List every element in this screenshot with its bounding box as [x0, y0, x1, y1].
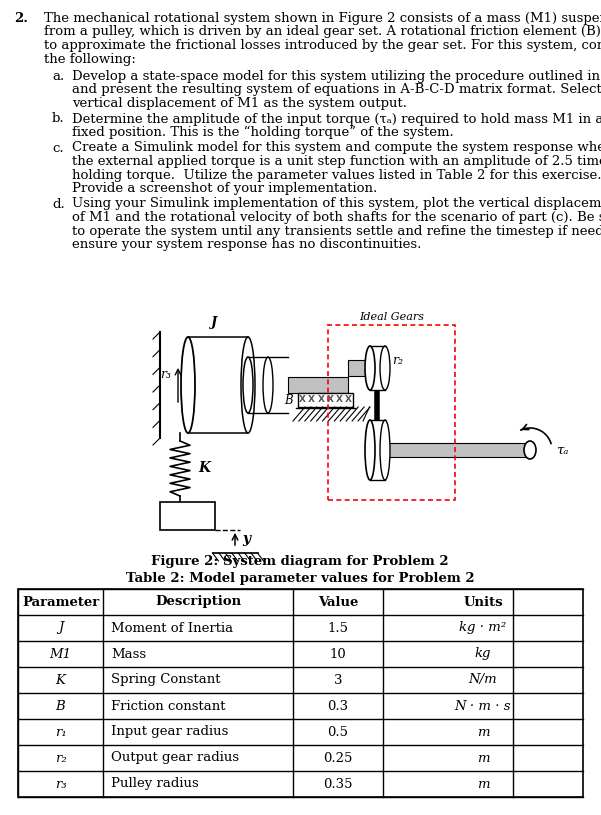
- Text: vertical displacement of M1 as the system output.: vertical displacement of M1 as the syste…: [72, 97, 407, 110]
- Text: kg · m²: kg · m²: [459, 622, 507, 635]
- Text: N · m · s: N · m · s: [455, 699, 511, 712]
- Text: M1: M1: [49, 647, 72, 660]
- Text: from a pulley, which is driven by an ideal gear set. A rotational friction eleme: from a pulley, which is driven by an ide…: [44, 25, 601, 38]
- Text: X: X: [336, 395, 343, 404]
- Text: r₁: r₁: [392, 448, 403, 461]
- Text: J: J: [210, 316, 216, 329]
- Text: Units: Units: [463, 596, 503, 609]
- Text: a.: a.: [52, 70, 64, 83]
- Text: m: m: [477, 725, 489, 738]
- Text: Figure 2: System diagram for Problem 2: Figure 2: System diagram for Problem 2: [151, 555, 449, 568]
- Text: Parameter: Parameter: [22, 596, 99, 609]
- Text: r₂: r₂: [55, 751, 66, 764]
- Text: Determine the amplitude of the input torque (τₐ) required to hold mass M1 in a: Determine the amplitude of the input tor…: [72, 112, 601, 126]
- Text: X: X: [299, 395, 306, 404]
- Text: B: B: [56, 699, 66, 712]
- Text: ensure your system response has no discontinuities.: ensure your system response has no disco…: [72, 238, 421, 251]
- Text: the external applied torque is a unit step function with an amplitude of 2.5 tim: the external applied torque is a unit st…: [72, 155, 601, 168]
- Text: 0.3: 0.3: [328, 699, 349, 712]
- Text: Using your Simulink implementation of this system, plot the vertical displacemen: Using your Simulink implementation of th…: [72, 197, 601, 210]
- Text: Spring Constant: Spring Constant: [111, 673, 221, 686]
- Text: Description: Description: [155, 596, 241, 609]
- Ellipse shape: [380, 346, 390, 390]
- Bar: [288, 377, 348, 393]
- Ellipse shape: [524, 441, 536, 459]
- Text: X: X: [326, 395, 334, 404]
- Ellipse shape: [380, 420, 390, 480]
- Text: r₃: r₃: [55, 778, 66, 791]
- Text: X: X: [308, 395, 316, 404]
- Bar: [328, 325, 455, 500]
- Text: Output gear radius: Output gear radius: [111, 751, 239, 764]
- Text: K: K: [198, 461, 210, 475]
- Text: to operate the system until any transients settle and refine the timestep if nee: to operate the system until any transien…: [72, 224, 601, 237]
- Text: X: X: [345, 395, 352, 404]
- Text: τₐ: τₐ: [556, 443, 569, 456]
- Text: 1.5: 1.5: [328, 622, 349, 635]
- Text: Mass: Mass: [111, 647, 146, 660]
- Bar: [160, 502, 215, 530]
- Text: J: J: [58, 622, 63, 635]
- Bar: [348, 360, 370, 376]
- Text: holding torque.  Utilize the parameter values listed in Table 2 for this exercis: holding torque. Utilize the parameter va…: [72, 169, 601, 182]
- Text: to approximate the frictional losses introduced by the gear set. For this system: to approximate the frictional losses int…: [44, 39, 601, 52]
- Text: Ideal Gears: Ideal Gears: [359, 312, 424, 322]
- Text: 10: 10: [329, 647, 346, 660]
- Text: m: m: [477, 751, 489, 764]
- Text: Develop a state-space model for this system utilizing the procedure outlined in : Develop a state-space model for this sys…: [72, 70, 601, 83]
- Text: of M1 and the rotational velocity of both shafts for the scenario of part (c). B: of M1 and the rotational velocity of bot…: [72, 211, 601, 224]
- Text: kg: kg: [475, 647, 491, 660]
- Ellipse shape: [365, 420, 375, 480]
- Bar: [18, 589, 583, 797]
- Text: the following:: the following:: [44, 52, 136, 65]
- Ellipse shape: [365, 346, 375, 390]
- Ellipse shape: [241, 337, 255, 433]
- Bar: [385, 443, 530, 457]
- Text: r₃: r₃: [160, 368, 171, 381]
- Text: X: X: [317, 395, 325, 404]
- Bar: [298, 407, 353, 422]
- Bar: [298, 393, 353, 407]
- Text: Value: Value: [318, 596, 358, 609]
- Text: r₂: r₂: [392, 354, 403, 367]
- Text: d.: d.: [52, 197, 65, 210]
- Text: Pulley radius: Pulley radius: [111, 778, 199, 791]
- Text: b.: b.: [52, 112, 65, 126]
- Bar: [370, 420, 385, 480]
- Text: 0.35: 0.35: [323, 778, 353, 791]
- Text: Moment of Inertia: Moment of Inertia: [111, 622, 233, 635]
- Text: fixed position. This is the “holding torque” of the system.: fixed position. This is the “holding tor…: [72, 126, 454, 139]
- Ellipse shape: [263, 357, 273, 413]
- Text: 2.: 2.: [14, 12, 28, 25]
- Text: K: K: [55, 673, 66, 686]
- Text: y: y: [242, 532, 250, 546]
- Text: c.: c.: [52, 142, 64, 155]
- Ellipse shape: [243, 357, 253, 413]
- Text: Input gear radius: Input gear radius: [111, 725, 228, 738]
- Text: Friction constant: Friction constant: [111, 699, 225, 712]
- Bar: [248, 357, 288, 413]
- Text: B: B: [284, 394, 293, 407]
- Text: 3: 3: [334, 673, 342, 686]
- Bar: [370, 346, 385, 390]
- Text: N/m: N/m: [469, 673, 498, 686]
- Ellipse shape: [181, 337, 195, 433]
- Text: r₁: r₁: [55, 725, 66, 738]
- Text: 0.25: 0.25: [323, 751, 353, 764]
- Text: and present the resulting system of equations in A-B-C-D matrix format. Select t: and present the resulting system of equa…: [72, 83, 601, 96]
- Text: 0.5: 0.5: [328, 725, 349, 738]
- Text: Provide a screenshot of your implementation.: Provide a screenshot of your implementat…: [72, 182, 377, 195]
- Text: The mechanical rotational system shown in Figure 2 consists of a mass (M1) suspe: The mechanical rotational system shown i…: [44, 12, 601, 25]
- Text: Table 2: Model parameter values for Problem 2: Table 2: Model parameter values for Prob…: [126, 572, 475, 585]
- Bar: [188, 337, 248, 433]
- Text: Create a Simulink model for this system and compute the system response when: Create a Simulink model for this system …: [72, 142, 601, 155]
- Text: m: m: [477, 778, 489, 791]
- Text: M1: M1: [170, 509, 191, 522]
